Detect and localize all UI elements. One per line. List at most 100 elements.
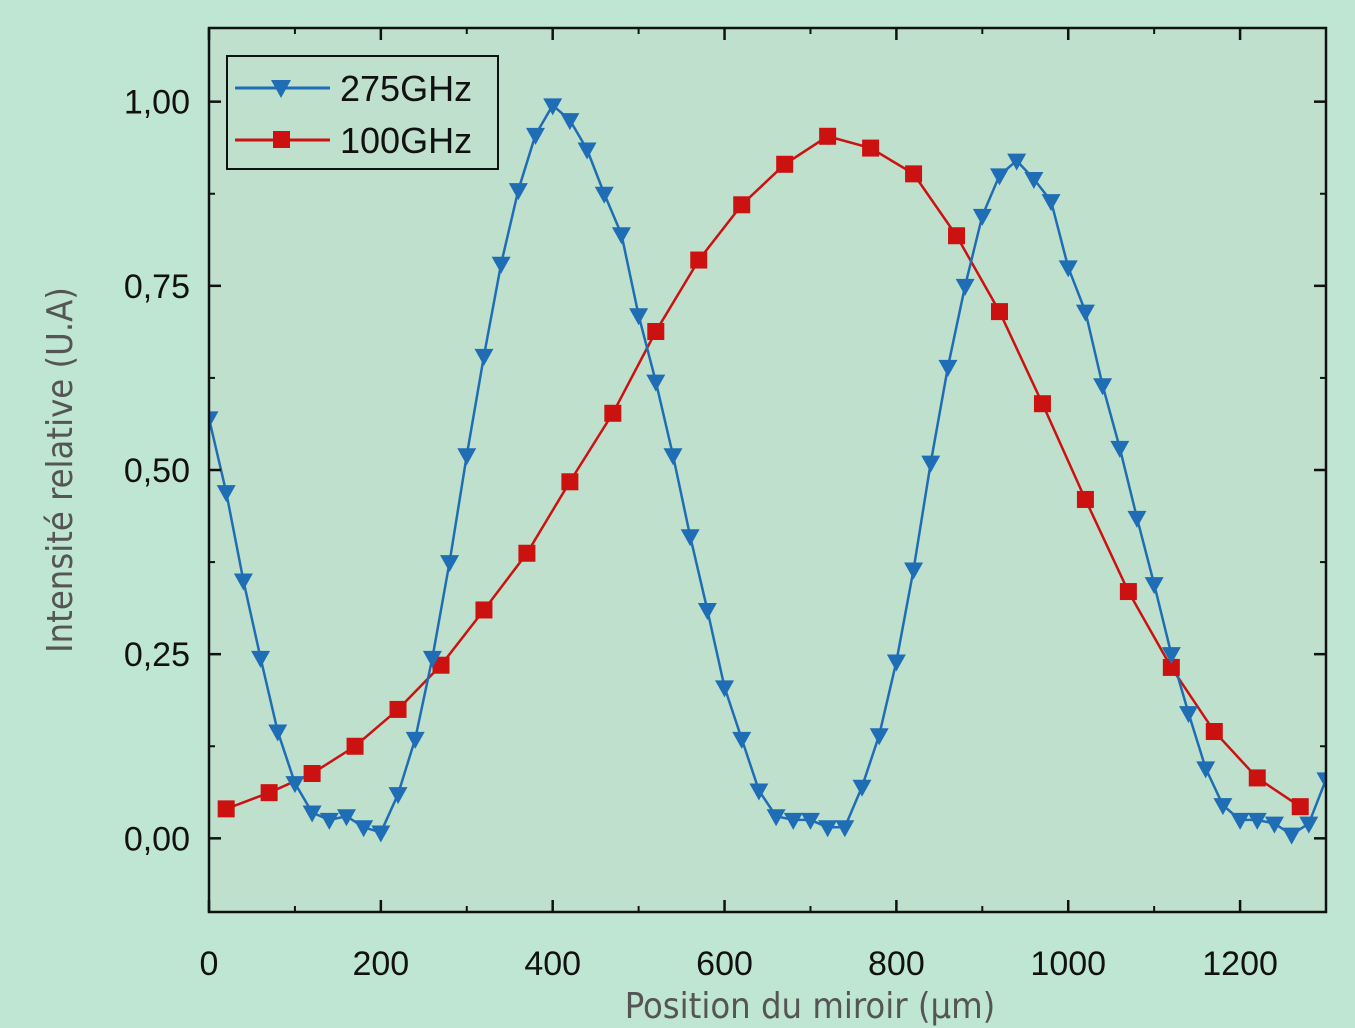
series-layer [209,98,1326,845]
legend-marker-275ghz [271,80,291,98]
point-275ghz [457,448,477,466]
x-tick-label: 1000 [1030,945,1106,983]
point-275ghz [1075,304,1095,322]
point-275ghz [904,562,924,580]
legend: 275GHz 100GHz [226,55,499,170]
point-275ghz [233,573,253,591]
point-275ghz [216,485,236,503]
point-275ghz [491,256,511,274]
point-100ghz [518,544,536,562]
legend-label-275ghz: 275GHz [340,68,472,109]
point-275ghz [1007,153,1027,171]
point-100ghz [990,303,1008,321]
point-100ghz [604,404,622,422]
point-100ghz [1205,723,1223,741]
point-275ghz [1161,647,1181,665]
point-275ghz [629,308,649,326]
point-275ghz [302,805,322,823]
point-275ghz [818,820,838,838]
point-275ghz [336,809,356,827]
point-275ghz [732,731,752,749]
point-275ghz [1058,260,1078,278]
point-275ghz [1179,706,1199,724]
y-tick-label: 0,75 [124,268,190,306]
point-275ghz [1316,772,1326,790]
legend-label-100ghz: 100GHz [340,120,472,161]
point-275ghz [1144,577,1164,595]
point-275ghz [663,448,683,466]
point-275ghz [921,455,941,473]
point-100ghz [1119,583,1137,601]
x-tick-label: 600 [696,945,753,983]
point-275ghz [543,98,563,116]
point-275ghz [1093,378,1113,396]
point-100ghz [475,601,493,619]
point-100ghz [432,656,450,674]
legend-marker-100ghz [273,131,290,148]
point-275ghz [209,411,219,429]
point-275ghz [354,820,374,838]
point-275ghz [474,348,494,366]
x-tick-label: 800 [868,945,925,983]
point-100ghz [948,227,966,245]
point-275ghz [989,168,1009,186]
y-tick-label: 0,50 [124,452,190,490]
point-275ghz [783,812,803,830]
point-275ghz [749,783,769,801]
ticks-layer [207,28,1326,912]
point-275ghz [646,374,666,392]
point-275ghz [766,809,786,827]
point-100ghz [1162,658,1180,676]
point-100ghz [303,765,321,783]
legend-box [226,55,499,170]
point-275ghz [268,724,288,742]
x-tick-label: 1200 [1202,945,1278,983]
point-275ghz [405,731,425,749]
point-275ghz [594,186,614,204]
point-275ghz [577,142,597,160]
point-275ghz [715,680,735,698]
point-275ghz [972,208,992,226]
x-tick-label: 200 [352,945,409,983]
point-275ghz [697,602,717,620]
point-100ghz [1076,490,1094,508]
point-275ghz [1041,194,1061,212]
point-275ghz [800,812,820,830]
point-275ghz [508,183,528,201]
point-275ghz [1247,812,1267,830]
plot-background [209,28,1326,912]
point-100ghz [819,127,837,145]
point-100ghz [1291,798,1309,816]
point-275ghz [680,529,700,547]
y-tick-label: 0,00 [124,820,190,858]
point-275ghz [1264,816,1284,834]
point-275ghz [1299,816,1319,834]
y-tick-label: 0,25 [124,636,190,674]
point-275ghz [560,113,580,131]
point-100ghz [776,155,794,173]
y-tick-label: 1,00 [124,84,190,122]
point-275ghz [1196,761,1216,779]
point-275ghz [1127,510,1147,528]
point-275ghz [1282,827,1302,845]
x-tick-label: 0 [200,945,219,983]
point-100ghz [217,800,235,818]
point-275ghz [526,127,546,145]
point-100ghz [1033,395,1051,413]
point-275ghz [869,728,889,746]
point-275ghz [1110,440,1130,458]
point-275ghz [852,779,872,797]
point-275ghz [611,227,631,245]
point-275ghz [440,555,460,573]
x-tick-label: 400 [524,945,581,983]
point-275ghz [422,650,442,668]
point-275ghz [388,787,408,805]
point-275ghz [886,654,906,672]
point-100ghz [862,139,880,157]
point-275ghz [1024,172,1044,190]
point-100ghz [1248,769,1266,787]
point-100ghz [905,165,923,183]
series-line-275ghz [209,103,1326,837]
labels-layer: 0 200 400 600 800 1000 1200 0,00 0,25 0,50 0,75 1,0… [124,84,1278,983]
